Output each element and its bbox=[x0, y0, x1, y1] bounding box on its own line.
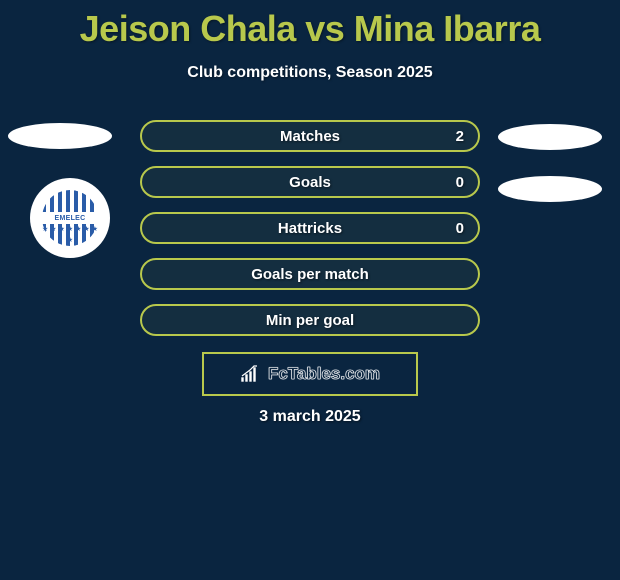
stat-row-goals-per-match: Goals per match bbox=[140, 258, 480, 290]
stat-row-min-per-goal: Min per goal bbox=[140, 304, 480, 336]
stat-label: Goals bbox=[289, 174, 331, 191]
subtitle: Club competitions, Season 2025 bbox=[0, 64, 620, 82]
club-crest: EMELEC ★★★★★ ★★★ bbox=[30, 178, 110, 258]
placeholder-ellipse-right-2 bbox=[498, 176, 602, 202]
stat-row-hattricks: Hattricks 0 bbox=[140, 212, 480, 244]
stat-value: 0 bbox=[456, 174, 464, 191]
page-title: Jeison Chala vs Mina Ibarra bbox=[0, 0, 620, 50]
bar-chart-icon bbox=[240, 365, 262, 383]
placeholder-ellipse-left bbox=[8, 123, 112, 149]
stat-value: 2 bbox=[456, 128, 464, 145]
stat-label: Min per goal bbox=[266, 312, 354, 329]
brand-text: FcTables.com bbox=[268, 364, 380, 384]
crest-label: EMELEC bbox=[55, 215, 86, 222]
stat-row-goals: Goals 0 bbox=[140, 166, 480, 198]
placeholder-ellipse-right-1 bbox=[498, 124, 602, 150]
stat-value: 0 bbox=[456, 220, 464, 237]
stat-label: Goals per match bbox=[251, 266, 369, 283]
brand-box: FcTables.com bbox=[202, 352, 418, 396]
stat-label: Hattricks bbox=[278, 220, 342, 237]
stats-list: Matches 2 Goals 0 Hattricks 0 Goals per … bbox=[140, 120, 480, 350]
date-label: 3 march 2025 bbox=[0, 408, 620, 426]
stat-label: Matches bbox=[280, 128, 340, 145]
stat-row-matches: Matches 2 bbox=[140, 120, 480, 152]
